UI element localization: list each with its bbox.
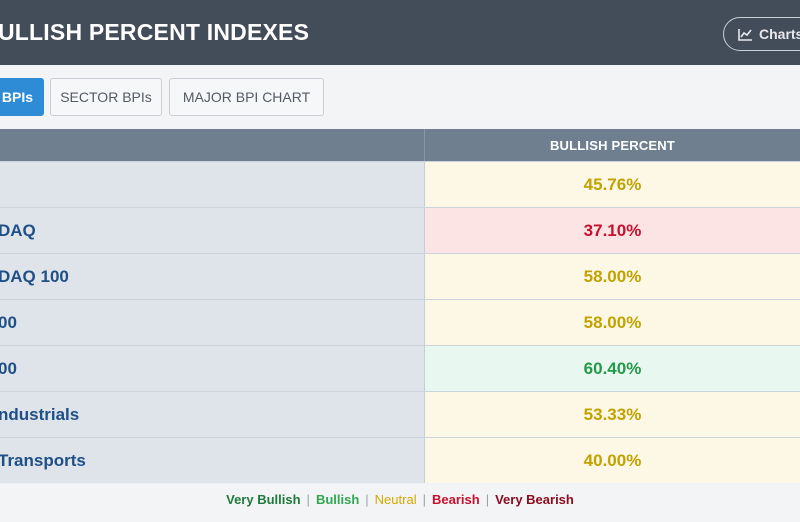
bottom-spacer [0,514,800,522]
bpi-table: BULLISH PERCENT 45.76% DAQ 37.10% DAQ 10… [0,129,800,483]
legend-neutral: Neutral [374,491,417,507]
tab-major-bpi-chart-label: MAJOR BPI CHART [182,89,311,105]
tab-sector-bpis-label: SECTOR BPIs [60,89,152,105]
table-row: DAQ 100 58.00% [0,253,800,299]
tab-bar: BPIs SECTOR BPIs MAJOR BPI CHART [0,65,800,129]
line-chart-icon [738,28,752,41]
table-row: 00 60.40% [0,345,800,391]
page-header: ULLISH PERCENT INDEXES Charts [0,0,800,65]
legend-bullish: Bullish [315,491,360,507]
column-header-index [0,129,425,161]
tab-bpis[interactable]: BPIs [0,78,44,116]
table-row: Transports 40.00% [0,437,800,483]
charts-button[interactable]: Charts [723,17,800,51]
table-header: BULLISH PERCENT [0,129,800,161]
table-row: DAQ 37.10% [0,207,800,253]
bullish-percent-value: 58.00% [425,254,800,299]
legend-very-bearish: Very Bearish [495,491,574,507]
index-name-label: ndustrials [0,404,80,424]
index-name[interactable]: Transports [0,438,425,483]
index-name[interactable]: ndustrials [0,392,425,437]
index-name-label: 00 [0,358,17,378]
index-name[interactable]: DAQ 100 [0,254,425,299]
index-name-label: DAQ 100 [0,266,69,286]
index-name-label: Transports [0,450,86,470]
index-name[interactable]: DAQ [0,208,425,253]
tab-major-bpi-chart[interactable]: MAJOR BPI CHART [169,78,324,116]
legend-separator: | [485,491,490,507]
page-title: ULLISH PERCENT INDEXES [0,19,310,45]
legend-separator: | [422,491,426,507]
bullish-percent-value: 37.10% [425,208,800,253]
bullish-percent-value: 45.76% [425,162,800,207]
column-header-bullish-percent: BULLISH PERCENT [549,137,676,153]
table-row: 45.76% [0,161,800,207]
table-row: ndustrials 53.33% [0,391,800,437]
index-name[interactable]: 00 [0,300,425,345]
bullish-percent-value: 60.40% [425,346,800,391]
legend-separator: | [365,491,369,507]
index-name[interactable] [0,162,425,207]
status-legend: Very Bullish | Bullish | Neutral | Beari… [0,484,800,514]
tab-bpis-label: BPIs [1,89,33,105]
bullish-percent-value: 53.33% [425,392,800,437]
index-name-label: DAQ [0,220,36,240]
table-row: 00 58.00% [0,299,800,345]
tab-sector-bpis[interactable]: SECTOR BPIs [50,78,162,116]
index-name[interactable]: 00 [0,346,425,391]
bullish-percent-value: 40.00% [425,438,800,483]
legend-separator: | [306,491,310,507]
legend-very-bullish: Very Bullish [226,491,301,507]
index-name-label: 00 [0,312,17,332]
charts-button-label: Charts [759,26,800,42]
bullish-percent-value: 58.00% [425,300,800,345]
legend-bearish: Bearish [431,491,480,507]
